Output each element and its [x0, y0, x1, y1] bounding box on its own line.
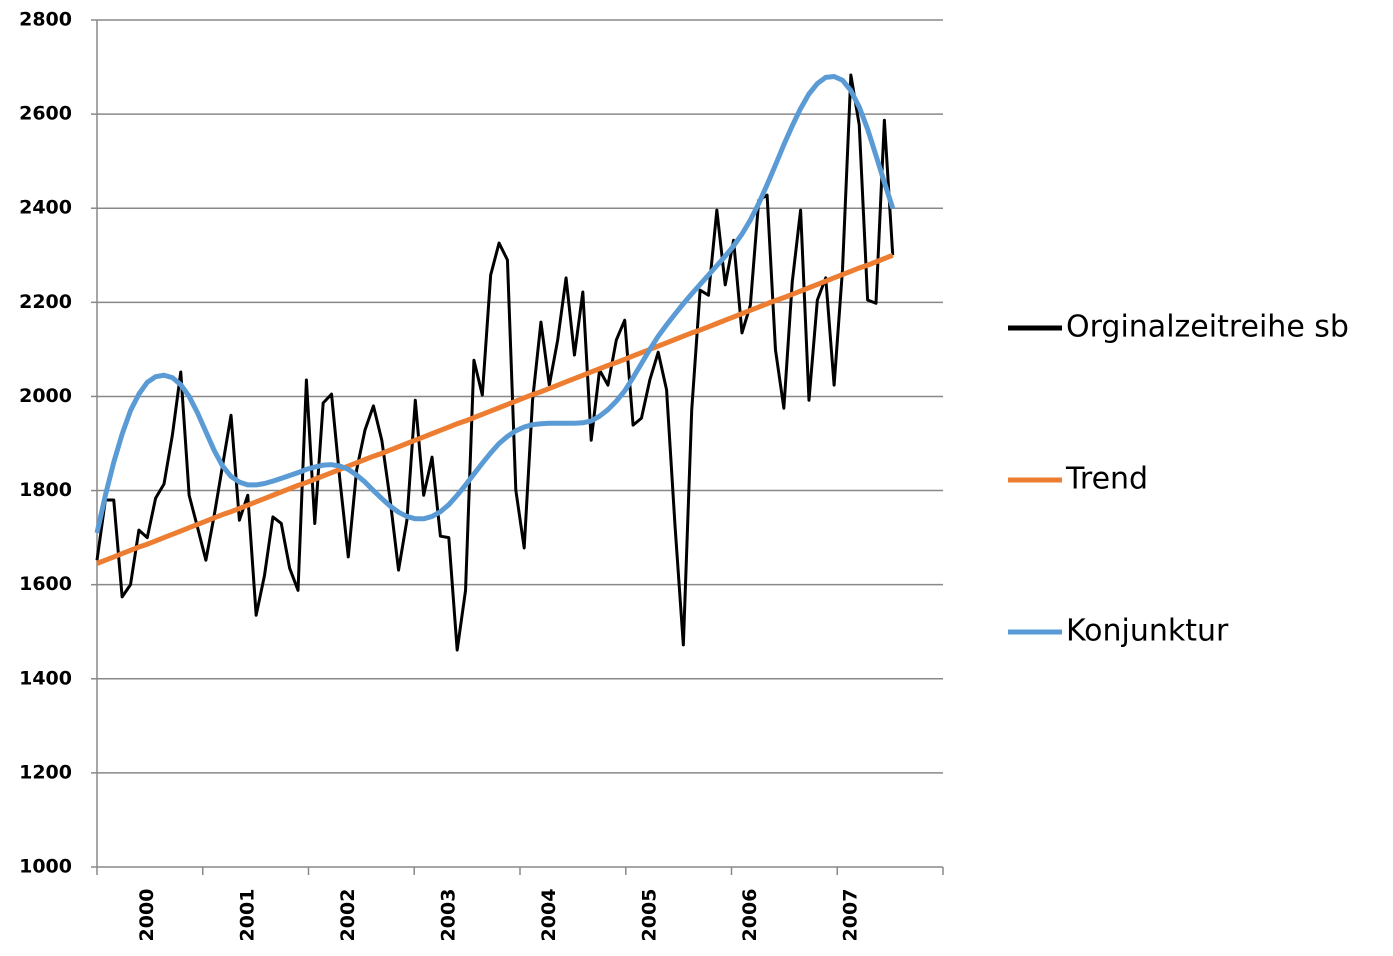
series-line: [96, 252, 894, 566]
x-tick-label: 2002: [337, 889, 359, 942]
y-tick-label: 1800: [19, 479, 72, 501]
y-tick-label: 1000: [19, 856, 72, 878]
legend-label: Konjunktur: [1066, 614, 1229, 649]
x-tick-label: 2003: [437, 889, 459, 942]
y-tick-label: 2400: [19, 197, 72, 219]
x-tick-label: 2005: [638, 889, 660, 942]
y-tick-label: 2000: [19, 385, 72, 407]
legend-label: Orginalzeitreihe sb: [1066, 310, 1349, 345]
series-line: [95, 73, 895, 652]
x-tick-label: 2007: [839, 889, 861, 942]
y-tick-label: 2600: [19, 103, 72, 125]
x-tick-label: 2004: [538, 889, 560, 942]
x-tick-label: 2001: [236, 889, 258, 942]
x-tick-label: 2000: [136, 889, 158, 942]
y-tick-label: 2800: [19, 9, 72, 31]
y-tick-label: 1200: [19, 761, 72, 783]
x-tick-label: 2006: [739, 889, 761, 942]
series-line: [94, 73, 896, 534]
legend-label: Trend: [1065, 462, 1148, 497]
y-tick-label: 1400: [19, 667, 72, 689]
y-tick-label: 2200: [19, 291, 72, 313]
y-tick-label: 1600: [19, 573, 72, 595]
